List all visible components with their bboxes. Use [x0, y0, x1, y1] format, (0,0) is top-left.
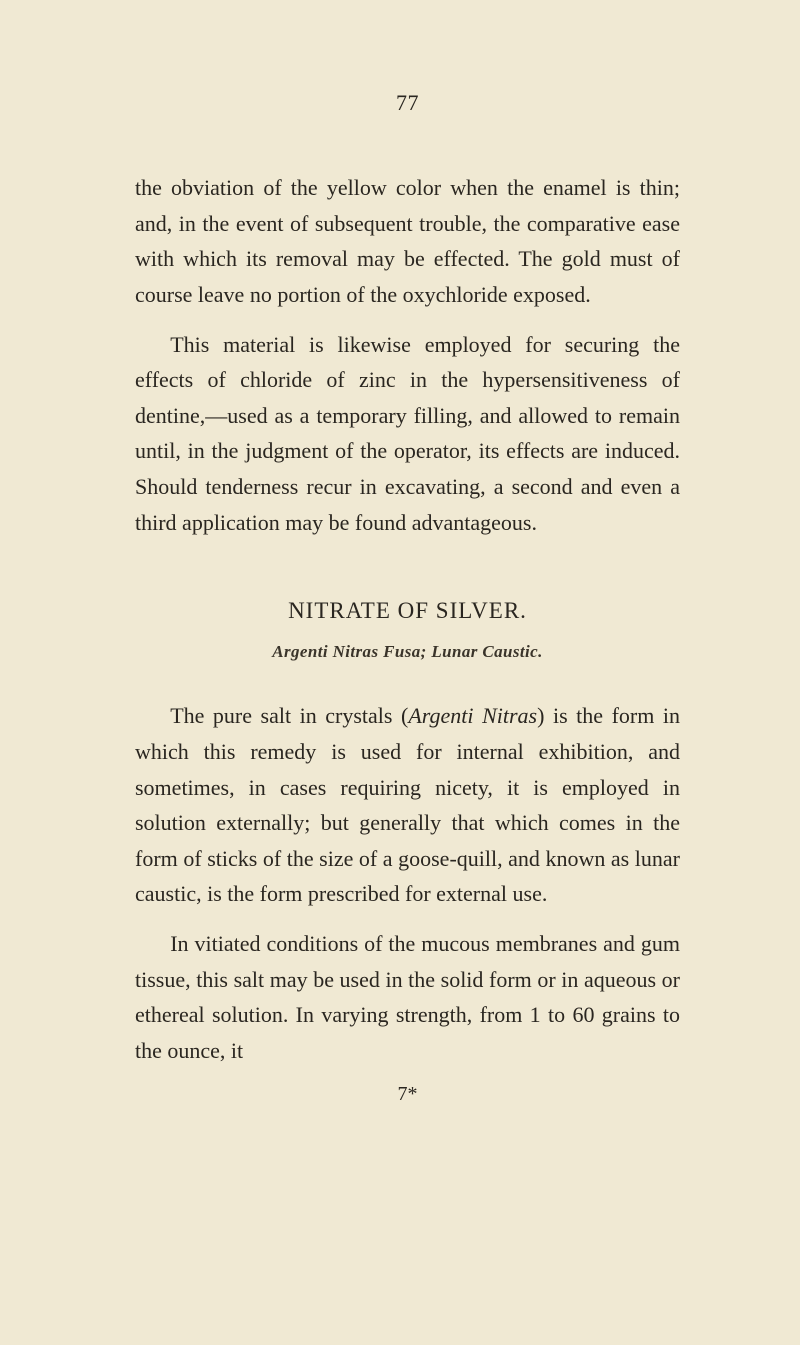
- paragraph-4: In vitiated conditions of the mucous mem…: [135, 926, 680, 1069]
- paragraph-1-text: the obviation of the yellow color when t…: [135, 175, 680, 307]
- paragraph-1: the obviation of the yellow color when t…: [135, 170, 680, 313]
- paragraph-2-text: This material is likewise employed for s…: [135, 332, 680, 535]
- page: 77 the obviation of the yellow color whe…: [0, 0, 800, 1345]
- paragraph-3-pre: The pure salt in crystals (: [170, 703, 408, 728]
- paragraph-3: The pure salt in crystals (Argenti Nitra…: [135, 698, 680, 912]
- signature-mark: 7*: [135, 1083, 680, 1106]
- paragraph-2: This material is likewise employed for s…: [135, 327, 680, 541]
- paragraph-3-italic: Argenti Nitras: [408, 703, 537, 728]
- paragraph-3-post: ) is the form in which this remedy is us…: [135, 703, 680, 906]
- section-subtitle: Argenti Nitras Fusa; Lunar Caustic.: [135, 642, 680, 662]
- paragraph-4-text: In vitiated conditions of the mucous mem…: [135, 931, 680, 1063]
- section-title: NITRATE OF SILVER.: [135, 598, 680, 624]
- page-number: 77: [135, 90, 680, 116]
